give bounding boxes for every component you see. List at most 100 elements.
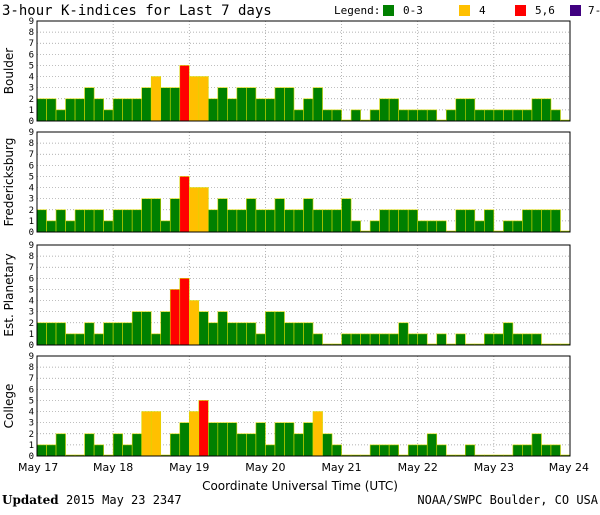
panel-frame (36, 355, 571, 457)
k-index-bar (55, 209, 66, 233)
k-index-bar (293, 433, 304, 457)
k-index-bar (246, 433, 257, 457)
x-tick-label: May 17 (18, 461, 58, 474)
k-index-bar (93, 98, 104, 122)
y-tick-label: 2 (29, 319, 34, 329)
k-index-bar (426, 220, 438, 233)
y-tick-label: 0 (29, 117, 34, 127)
x-axis-label: Coordinate Universal Time (UTC) (202, 479, 398, 493)
k-index-bar (503, 109, 514, 122)
k-index-bar (169, 289, 181, 346)
k-index-bar (293, 209, 304, 233)
k-index-bar (436, 333, 447, 346)
k-index-bar (417, 220, 428, 233)
k-index-bar (198, 76, 209, 122)
k-index-bar (160, 220, 171, 233)
k-index-bar (112, 433, 123, 457)
k-index-bar (198, 187, 209, 233)
y-tick-label: 2 (29, 206, 34, 216)
k-index-bar (103, 109, 114, 122)
k-index-bar (150, 333, 162, 346)
k-index-bar (255, 209, 266, 233)
k-index-bar (55, 433, 66, 457)
k-index-bar (407, 333, 419, 346)
k-index-bar (350, 109, 361, 122)
y-tick-label: 5 (29, 285, 34, 295)
k-index-bar (246, 87, 257, 122)
k-index-bar (150, 411, 162, 457)
k-index-bar (312, 87, 323, 122)
k-index-bar (493, 333, 504, 346)
k-index-bar (350, 333, 361, 346)
k-index-bar (150, 76, 162, 122)
k-index-bar (417, 333, 428, 346)
k-index-bar (407, 444, 419, 457)
y-tick-label: 3 (29, 308, 34, 318)
k-index-bar (274, 87, 285, 122)
y-tick-label: 2 (29, 430, 34, 440)
chart-title: 3-hour K-indices for Last 7 days (2, 3, 272, 19)
k-index-bar (93, 209, 104, 233)
k-index-bar (350, 220, 361, 233)
k-index-bar (84, 433, 95, 457)
k-index-bar (188, 76, 200, 122)
k-index-bar (179, 65, 190, 122)
k-index-bar (522, 444, 533, 457)
k-index-bar (426, 109, 438, 122)
k-index-bar (141, 311, 152, 346)
k-index-bar (46, 220, 57, 233)
k-index-bar (531, 333, 542, 346)
k-index-bar (227, 98, 238, 122)
k-index-bar (426, 433, 438, 457)
legend-item-label: 0-3 (403, 4, 423, 17)
k-index-bar (284, 322, 295, 346)
k-index-bar (464, 444, 476, 457)
y-tick-label: 4 (29, 408, 34, 418)
k-index-bar (550, 444, 561, 457)
k-index-bar (474, 220, 485, 233)
y-tick-label: 5 (29, 61, 34, 71)
k-index-bar (284, 422, 295, 457)
k-index-bar (179, 278, 190, 346)
k-index-bar (131, 433, 142, 457)
k-index-bar (331, 209, 342, 233)
k-index-bar (112, 209, 123, 233)
k-index-bar (74, 333, 85, 346)
x-tick-label: May 20 (245, 461, 285, 474)
k-index-bar (46, 98, 57, 122)
k-index-bar (522, 333, 533, 346)
k-index-bar (93, 444, 104, 457)
y-tick-label: 9 (29, 17, 34, 27)
x-tick-label: May 24 (549, 461, 589, 474)
k-index-bar (131, 311, 142, 346)
k-index-bar (36, 444, 47, 457)
k-index-bar (217, 87, 228, 122)
k-index-bar (550, 209, 561, 233)
k-index-bar (541, 209, 552, 233)
legend-swatch-1 (459, 5, 470, 16)
k-index-bar (369, 220, 380, 233)
footer-source: NOAA/SWPC Boulder, CO USA (417, 493, 598, 507)
panel-label: Est. Planetary (2, 253, 16, 336)
k-index-bar (512, 333, 523, 346)
k-index-bar (369, 333, 380, 346)
k-index-bar (246, 322, 257, 346)
k-index-bar (74, 209, 85, 233)
k-index-bar (388, 444, 399, 457)
x-axis: May 17 May 18 May 19 May 20 May 21 May 22 May … (18, 461, 589, 474)
k-index-bar (503, 322, 514, 346)
k-index-bar (322, 109, 333, 122)
k-index-bar (122, 444, 133, 457)
x-tick-label: May 22 (398, 461, 438, 474)
k-index-bar (398, 109, 409, 122)
k-index-bar (198, 311, 209, 346)
y-tick-label: 0 (29, 452, 34, 462)
panel-label: Boulder (2, 48, 16, 95)
k-index-bar (398, 322, 409, 346)
k-index-bar (160, 87, 171, 122)
k-index-bar (360, 333, 371, 346)
k-index-bar (474, 109, 485, 122)
